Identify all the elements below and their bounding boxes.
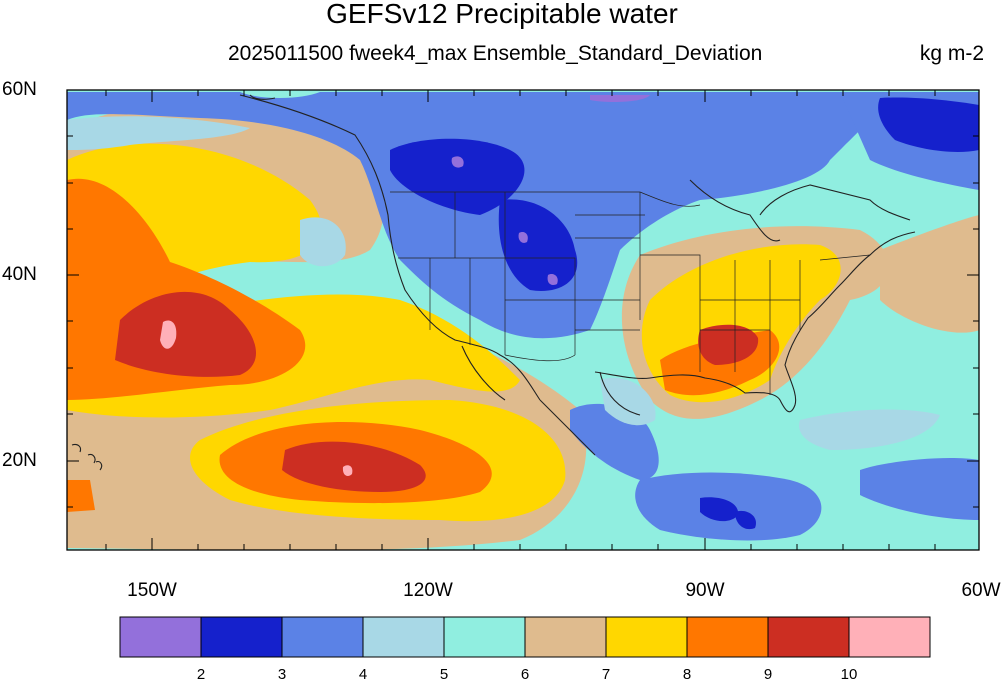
colorbar-swatch [119,616,202,658]
lat-label-60n: 60N [2,79,37,100]
colorbar-tick-label: 6 [520,666,530,683]
lat-label-20n: 20N [2,450,37,471]
lon-label-150w: 150W [127,580,177,601]
colorbar-tick-label: 3 [277,666,287,683]
colorbar-swatch [362,616,445,658]
colorbar-swatch [686,616,769,658]
colorbar-tick-label: 10 [840,666,858,683]
colorbar-tick-label: 2 [196,666,206,683]
units-label: kg m-2 [919,42,984,65]
lon-label-90w: 90W [685,580,725,601]
colorbar-tick-label: 5 [439,666,449,683]
map-title: GEFSv12 Precipitable water [326,0,678,29]
colorbar-swatch [605,616,688,658]
map-subtitle: 2025011500 fweek4_max Ensemble_Standard_… [228,42,763,65]
colorbar-swatch [848,616,931,658]
colorbar-swatch [200,616,283,658]
colorbar-tick-label: 4 [358,666,368,683]
lon-label-60w: 60W [961,580,1001,601]
colorbar-tick-label: 7 [601,666,611,683]
colorbar-tick-label: 9 [763,666,773,683]
colorbar-swatch [281,616,364,658]
colorbar-swatch [443,616,526,658]
colorbar-tick-label: 8 [682,666,692,683]
colorbar-swatch [524,616,607,658]
contour-field [67,90,979,550]
colorbar [119,616,931,658]
lat-label-40n: 40N [2,264,37,285]
colorbar-swatch [767,616,850,658]
lon-label-120w: 120W [403,580,453,601]
